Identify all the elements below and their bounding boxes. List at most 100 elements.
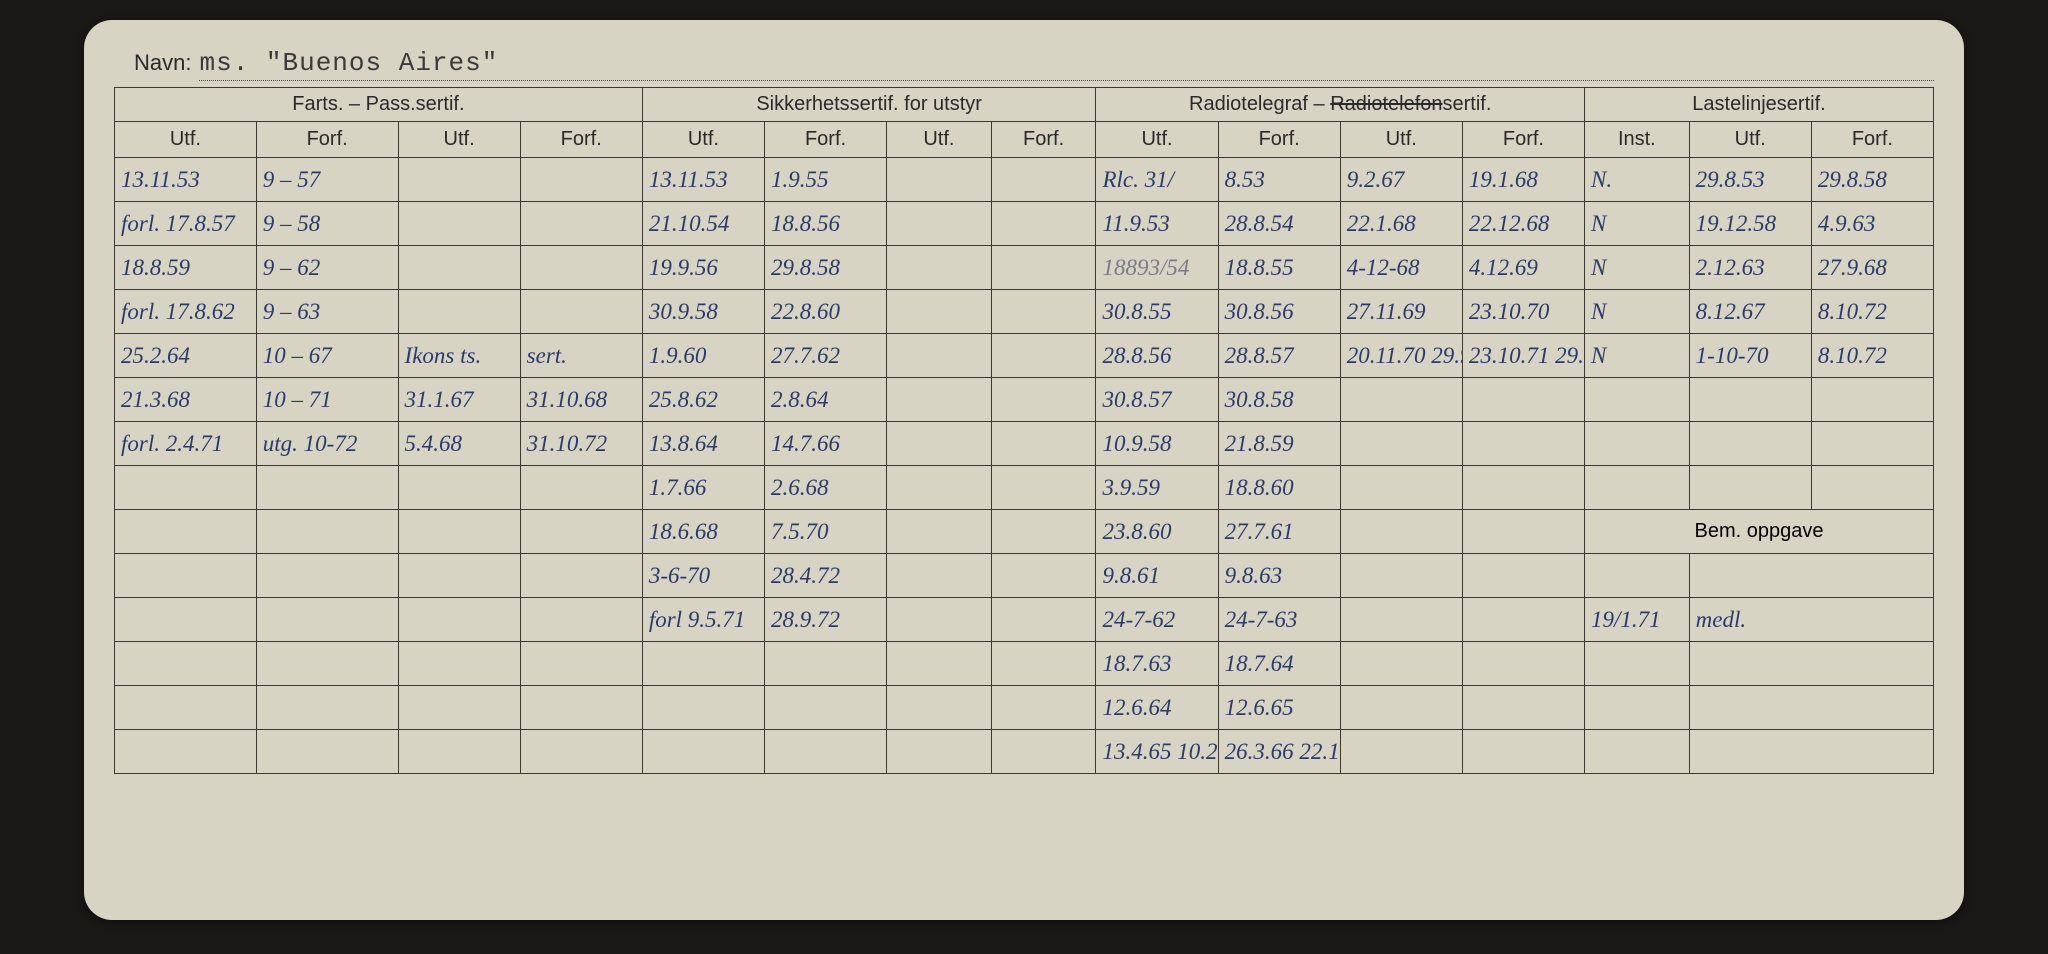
cell: 18.7.64 xyxy=(1218,642,1340,686)
table-row: forl. 2.4.71utg. 10-725.4.6831.10.7213.8… xyxy=(115,422,1934,466)
col-forf: Forf. xyxy=(1218,122,1340,158)
cell xyxy=(398,510,520,554)
cell: 25.8.62 xyxy=(642,378,764,422)
cell: 4.9.63 xyxy=(1811,202,1933,246)
cell: 18.8.56 xyxy=(764,202,886,246)
cell: 9.8.63 xyxy=(1218,554,1340,598)
cell: 14.7.66 xyxy=(764,422,886,466)
cell xyxy=(115,554,257,598)
table-row: 18.8.599 – 6219.9.5629.8.5818893/5418.8.… xyxy=(115,246,1934,290)
cell: 31.1.67 xyxy=(398,378,520,422)
cell xyxy=(887,510,992,554)
cell: 12.6.65 xyxy=(1218,686,1340,730)
cell xyxy=(642,730,764,774)
cell: 1.9.55 xyxy=(764,158,886,202)
cell xyxy=(1340,642,1462,686)
cell: 19.12.58 xyxy=(1689,202,1811,246)
cell xyxy=(520,466,642,510)
col-utf: Utf. xyxy=(1689,122,1811,158)
cell: 10 – 67 xyxy=(256,334,398,378)
col-inst: Inst. xyxy=(1585,122,1690,158)
cell xyxy=(115,510,257,554)
cell xyxy=(520,554,642,598)
cell: 22.12.68 xyxy=(1462,202,1584,246)
table-row: 25.2.6410 – 67Ikons ts.sert.1.9.6027.7.6… xyxy=(115,334,1934,378)
cell: 13.11.53 xyxy=(642,158,764,202)
cell: Ikons ts. xyxy=(398,334,520,378)
col-forf: Forf. xyxy=(256,122,398,158)
cell xyxy=(1585,554,1690,598)
cell: 19/1.71 xyxy=(1585,598,1690,642)
cell xyxy=(1689,730,1933,774)
cell xyxy=(256,554,398,598)
col-forf: Forf. xyxy=(1462,122,1584,158)
cell xyxy=(991,246,1096,290)
cell: 27.9.68 xyxy=(1811,246,1933,290)
cell xyxy=(1340,686,1462,730)
cell: 22.8.60 xyxy=(764,290,886,334)
cell xyxy=(887,158,992,202)
cell xyxy=(398,642,520,686)
cell xyxy=(991,290,1096,334)
cell: N xyxy=(1585,202,1690,246)
cell: 13.11.53 xyxy=(115,158,257,202)
cell: 2.6.68 xyxy=(764,466,886,510)
cell xyxy=(1585,730,1690,774)
cell: 30.8.56 xyxy=(1218,290,1340,334)
cell xyxy=(764,642,886,686)
col-forf: Forf. xyxy=(520,122,642,158)
cell xyxy=(1689,378,1811,422)
cell: N xyxy=(1585,246,1690,290)
cell: 28.8.57 xyxy=(1218,334,1340,378)
cell xyxy=(1689,466,1811,510)
cell xyxy=(887,554,992,598)
cell xyxy=(1340,554,1462,598)
cell xyxy=(520,246,642,290)
cell: 10 – 71 xyxy=(256,378,398,422)
cell: 10.9.58 xyxy=(1096,422,1218,466)
cell xyxy=(398,202,520,246)
cell xyxy=(1340,510,1462,554)
cell xyxy=(764,686,886,730)
cell xyxy=(1585,642,1690,686)
cell xyxy=(1462,466,1584,510)
cell: 24-7-63 xyxy=(1218,598,1340,642)
cell: forl. 17.8.57 xyxy=(115,202,257,246)
cell xyxy=(991,554,1096,598)
cell: 18.8.59 xyxy=(115,246,257,290)
cell: 9 – 63 xyxy=(256,290,398,334)
cell: 8.10.72 xyxy=(1811,290,1933,334)
cell xyxy=(1811,466,1933,510)
cell: 22.1.68 xyxy=(1340,202,1462,246)
col-utf: Utf. xyxy=(642,122,764,158)
cell xyxy=(642,642,764,686)
cell: 18893/54 xyxy=(1096,246,1218,290)
cell: 28.8.56 xyxy=(1096,334,1218,378)
cell: 30.8.57 xyxy=(1096,378,1218,422)
cell: 29.8.58 xyxy=(1811,158,1933,202)
cell: 24-7-62 xyxy=(1096,598,1218,642)
cell xyxy=(115,730,257,774)
cell xyxy=(887,422,992,466)
cell: 29.8.53 xyxy=(1689,158,1811,202)
cell xyxy=(991,158,1096,202)
name-label: Navn: xyxy=(134,50,191,76)
cell xyxy=(256,510,398,554)
cell xyxy=(398,466,520,510)
cell xyxy=(1462,686,1584,730)
col-utf: Utf. xyxy=(115,122,257,158)
cell xyxy=(115,598,257,642)
cell: 11.9.53 xyxy=(1096,202,1218,246)
cell xyxy=(1340,378,1462,422)
cell xyxy=(520,202,642,246)
name-row: Navn: ms. "Buenos Aires" xyxy=(134,48,1934,81)
cell: sert. xyxy=(520,334,642,378)
cell xyxy=(887,334,992,378)
table-row: 18.6.687.5.7023.8.6027.7.61Bem. oppgave xyxy=(115,510,1934,554)
bem-oppgave-header: Bem. oppgave xyxy=(1585,510,1934,554)
cell xyxy=(887,466,992,510)
cell: 8.53 xyxy=(1218,158,1340,202)
cell: 19.9.56 xyxy=(642,246,764,290)
cell: 20.11.70 29.9.71 xyxy=(1340,334,1462,378)
cell: 21.10.54 xyxy=(642,202,764,246)
